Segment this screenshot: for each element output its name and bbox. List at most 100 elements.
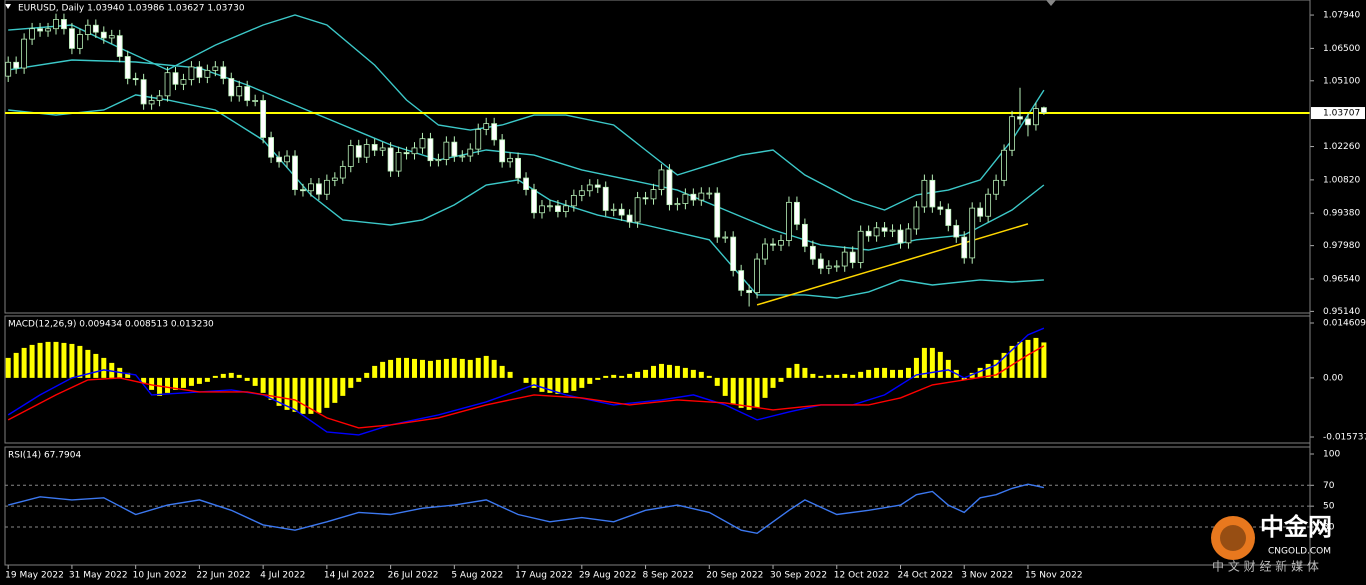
macd-bar — [563, 377, 569, 393]
macd-bar — [507, 371, 513, 378]
candle-body — [300, 189, 306, 192]
y-tick-label: 0.014609 — [1323, 318, 1366, 328]
macd-bar — [523, 377, 529, 383]
candle-body — [435, 159, 442, 162]
candle-body — [610, 208, 617, 211]
macd-bar — [651, 365, 657, 378]
y-tick-label: 0.00 — [1323, 373, 1343, 383]
indicator-line — [8, 14, 1045, 211]
macd-bar — [419, 359, 425, 378]
candle-body — [921, 179, 928, 208]
candle-body — [116, 35, 123, 57]
macd-bar — [890, 369, 896, 378]
candle-body — [419, 138, 426, 149]
menu-arrow[interactable] — [5, 4, 11, 9]
macd-bar — [627, 373, 633, 378]
indicator-line — [8, 483, 1045, 535]
candle-body — [132, 78, 139, 81]
y-tick-label: 0.99380 — [1323, 209, 1360, 219]
macd-bar — [396, 357, 402, 378]
macd-bar — [69, 343, 75, 378]
macd-bar — [435, 359, 441, 378]
macd-bar — [929, 347, 935, 378]
candle-body — [849, 251, 856, 263]
macd-bar — [977, 367, 983, 378]
macd-bar — [300, 377, 306, 414]
candle-body — [985, 193, 992, 217]
macd-bar — [29, 344, 35, 378]
macd-bar — [77, 345, 83, 378]
x-tick-label: 3 Nov 2022 — [961, 571, 1013, 581]
macd-bar — [555, 377, 561, 394]
candle-body — [706, 192, 713, 195]
macd-bar — [252, 377, 258, 386]
y-tick-label: 0.95140 — [1323, 307, 1360, 317]
candle-body — [889, 229, 896, 232]
candle-body — [586, 184, 593, 192]
y-tick-label: 1.02260 — [1323, 142, 1360, 152]
candle-body — [778, 240, 784, 246]
candle-body — [475, 129, 482, 150]
macd-bar — [1009, 345, 1015, 378]
macd-bar — [802, 367, 808, 378]
logo-inner — [1220, 525, 1246, 551]
macd-bar — [443, 358, 449, 378]
candle-body — [212, 66, 219, 71]
macd-bar — [459, 358, 465, 378]
y-tick-label: 1.05100 — [1323, 76, 1360, 86]
candle-body — [905, 228, 912, 244]
candle-body — [650, 189, 657, 200]
macd-bar — [292, 377, 298, 412]
candle-body — [602, 186, 609, 211]
y-tick-label: 100 — [1323, 449, 1340, 459]
candle-body — [443, 141, 450, 160]
x-tick-label: 31 May 2022 — [69, 571, 128, 581]
macd-bar — [212, 375, 218, 378]
candle-body — [124, 56, 131, 79]
macd-bar — [348, 377, 354, 388]
candle-body — [252, 100, 259, 102]
macd-bar — [109, 362, 115, 378]
candle-body — [762, 243, 768, 260]
macd-bar — [499, 365, 505, 378]
candle-body — [578, 190, 585, 196]
candle-body — [45, 28, 51, 32]
macd-bar — [308, 377, 314, 414]
macd-bar — [228, 372, 234, 378]
macd-bar — [1001, 352, 1007, 378]
y-tick-label: 0.97980 — [1323, 241, 1360, 251]
candle-body — [825, 265, 832, 269]
macd-bar — [1033, 337, 1039, 378]
pane-header: RSI(14) 67.7904 — [8, 451, 81, 461]
x-tick-label: 20 Sep 2022 — [706, 571, 763, 581]
candle-body — [483, 123, 490, 130]
candle-body — [1017, 116, 1023, 120]
y-tick-label: -0.015737 — [1323, 433, 1366, 443]
y-tick-label: 30 — [1323, 523, 1335, 533]
candle-body — [817, 258, 824, 269]
candle-body — [794, 201, 800, 225]
candle-body — [363, 144, 370, 158]
candle-body — [268, 137, 274, 158]
macd-bar — [579, 377, 585, 388]
macd-bar — [37, 342, 43, 378]
macd-bar — [204, 377, 210, 382]
macd-bar — [738, 377, 744, 408]
macd-bar — [284, 377, 290, 410]
candle-body — [945, 208, 952, 226]
candle-body — [188, 66, 195, 81]
macd-bar — [45, 341, 51, 378]
indicator-line — [7, 345, 1045, 429]
macd-bar — [356, 377, 362, 382]
macd-bar — [165, 377, 171, 393]
candle-body — [562, 205, 569, 212]
candle-body — [531, 189, 537, 214]
price-level-tag — [1311, 107, 1365, 120]
macd-bar — [149, 377, 155, 390]
candle-body — [84, 24, 91, 35]
macd-bar — [794, 363, 800, 378]
macd-bar — [961, 377, 967, 380]
macd-bar — [388, 359, 394, 378]
x-tick-label: 30 Sep 2022 — [770, 571, 827, 581]
macd-bar — [101, 357, 107, 378]
